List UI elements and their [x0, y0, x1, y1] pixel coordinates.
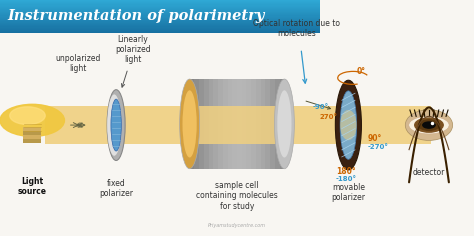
FancyBboxPatch shape	[0, 8, 320, 9]
FancyBboxPatch shape	[0, 9, 320, 10]
Ellipse shape	[335, 80, 361, 170]
FancyBboxPatch shape	[209, 79, 213, 169]
Ellipse shape	[107, 94, 121, 156]
FancyBboxPatch shape	[261, 79, 265, 169]
FancyBboxPatch shape	[45, 106, 431, 144]
Text: 0°: 0°	[357, 67, 366, 76]
FancyBboxPatch shape	[251, 79, 256, 169]
FancyBboxPatch shape	[0, 15, 320, 17]
FancyBboxPatch shape	[0, 26, 320, 28]
FancyBboxPatch shape	[0, 21, 320, 22]
FancyBboxPatch shape	[228, 79, 232, 169]
FancyBboxPatch shape	[190, 106, 284, 144]
Circle shape	[419, 120, 439, 130]
Ellipse shape	[274, 79, 294, 169]
FancyBboxPatch shape	[0, 32, 320, 33]
Ellipse shape	[111, 99, 121, 151]
FancyBboxPatch shape	[194, 79, 199, 169]
Text: Light
source: Light source	[18, 177, 47, 196]
Circle shape	[415, 118, 443, 132]
Circle shape	[0, 104, 64, 136]
Text: 180°: 180°	[336, 167, 356, 176]
FancyBboxPatch shape	[280, 79, 284, 169]
FancyBboxPatch shape	[0, 28, 320, 29]
FancyBboxPatch shape	[223, 79, 228, 169]
FancyBboxPatch shape	[0, 29, 320, 30]
Text: Instrumentation of polarimetry: Instrumentation of polarimetry	[7, 9, 264, 23]
FancyBboxPatch shape	[204, 79, 209, 169]
FancyBboxPatch shape	[0, 1, 320, 2]
FancyBboxPatch shape	[213, 79, 218, 169]
FancyBboxPatch shape	[0, 2, 320, 3]
Ellipse shape	[340, 91, 356, 159]
FancyBboxPatch shape	[0, 20, 320, 21]
Text: Priyamstudycentre.com: Priyamstudycentre.com	[208, 223, 266, 228]
FancyBboxPatch shape	[0, 18, 320, 19]
Text: -270°: -270°	[367, 144, 388, 150]
Text: Optical rotation due to
molecules: Optical rotation due to molecules	[253, 19, 340, 38]
FancyBboxPatch shape	[23, 131, 41, 135]
FancyBboxPatch shape	[246, 79, 251, 169]
FancyBboxPatch shape	[23, 139, 41, 143]
Text: 90°: 90°	[367, 134, 382, 143]
Text: -180°: -180°	[336, 176, 356, 182]
Text: movable
polarizer: movable polarizer	[331, 183, 365, 202]
FancyBboxPatch shape	[0, 19, 320, 20]
Ellipse shape	[340, 110, 356, 140]
FancyBboxPatch shape	[0, 12, 320, 13]
FancyBboxPatch shape	[0, 31, 320, 32]
Text: detector: detector	[413, 168, 445, 177]
FancyBboxPatch shape	[23, 127, 41, 131]
FancyBboxPatch shape	[237, 79, 242, 169]
FancyBboxPatch shape	[0, 25, 320, 26]
Circle shape	[423, 122, 435, 128]
FancyBboxPatch shape	[0, 17, 320, 18]
FancyBboxPatch shape	[265, 79, 270, 169]
FancyBboxPatch shape	[0, 4, 320, 5]
FancyBboxPatch shape	[0, 3, 320, 4]
FancyBboxPatch shape	[0, 24, 320, 25]
FancyBboxPatch shape	[0, 0, 320, 1]
FancyBboxPatch shape	[275, 79, 280, 169]
FancyBboxPatch shape	[190, 79, 194, 169]
FancyBboxPatch shape	[0, 11, 320, 12]
FancyBboxPatch shape	[270, 79, 275, 169]
FancyBboxPatch shape	[0, 13, 320, 14]
FancyBboxPatch shape	[0, 7, 320, 8]
Ellipse shape	[107, 90, 125, 160]
FancyBboxPatch shape	[0, 23, 320, 24]
Ellipse shape	[180, 79, 200, 169]
Ellipse shape	[409, 116, 449, 134]
FancyBboxPatch shape	[256, 79, 261, 169]
Text: sample cell
containing molecules
for study: sample cell containing molecules for stu…	[196, 181, 278, 211]
FancyBboxPatch shape	[199, 79, 204, 169]
FancyBboxPatch shape	[232, 79, 237, 169]
Text: fixed
polarizer: fixed polarizer	[99, 179, 133, 198]
FancyBboxPatch shape	[242, 79, 246, 169]
Ellipse shape	[405, 110, 453, 140]
Ellipse shape	[182, 90, 197, 158]
FancyBboxPatch shape	[0, 5, 320, 7]
Text: -90°: -90°	[313, 104, 329, 110]
FancyBboxPatch shape	[190, 79, 284, 169]
Text: unpolarized
light: unpolarized light	[55, 54, 101, 73]
Text: 270°: 270°	[319, 114, 337, 120]
FancyBboxPatch shape	[0, 22, 320, 23]
FancyBboxPatch shape	[0, 10, 320, 11]
FancyBboxPatch shape	[0, 14, 320, 15]
FancyBboxPatch shape	[0, 30, 320, 31]
Circle shape	[10, 107, 45, 124]
Text: Linearly
polarized
light: Linearly polarized light	[115, 35, 151, 64]
Ellipse shape	[277, 90, 292, 158]
FancyBboxPatch shape	[23, 135, 41, 139]
FancyBboxPatch shape	[218, 79, 223, 169]
